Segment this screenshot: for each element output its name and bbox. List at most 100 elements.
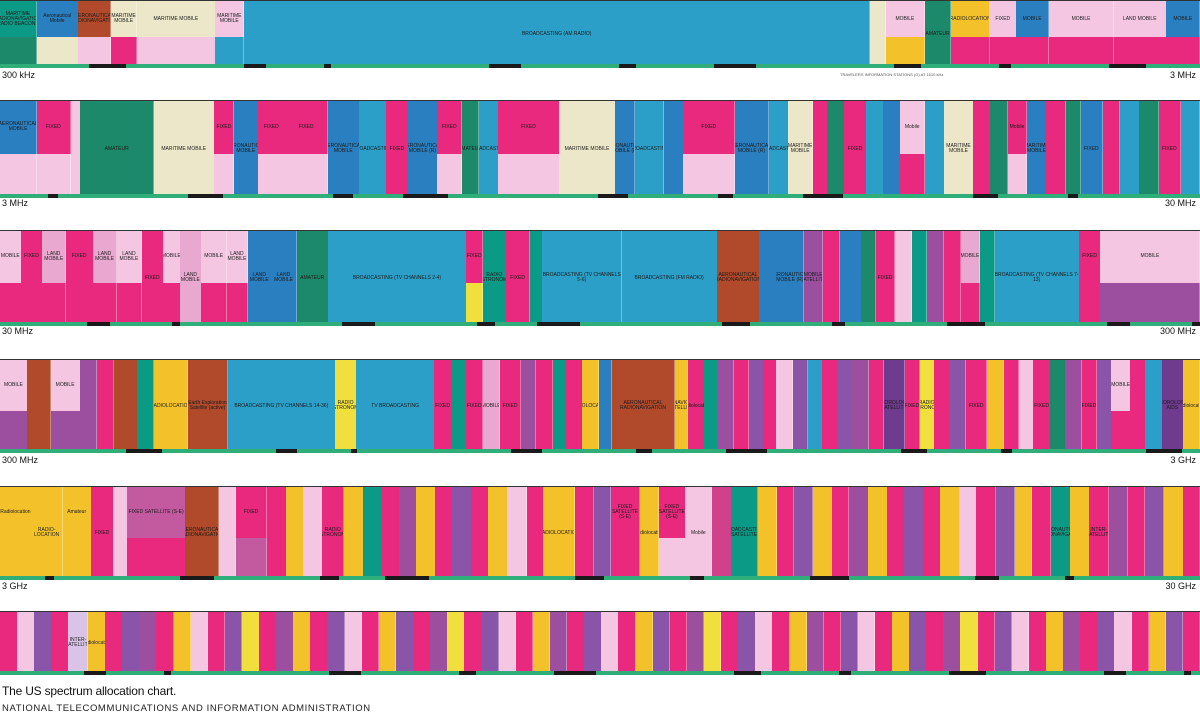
allocation-service-secondary [226, 282, 249, 325]
allocation-service: BROADCASTING [634, 101, 665, 197]
allocation-block: FIXED [386, 101, 409, 197]
row-start-frequency: 3 MHz [2, 198, 29, 208]
strip-tile [1020, 671, 1051, 675]
strip-tile [439, 671, 459, 675]
allocation-block [1065, 101, 1082, 197]
strip-tile [219, 64, 244, 68]
allocation-service [361, 612, 380, 674]
allocation-service [1182, 612, 1200, 674]
allocation-block [435, 487, 453, 579]
allocation-service [861, 231, 877, 325]
strip-tile [1052, 322, 1081, 326]
allocation-block: BROADCASTING [634, 101, 665, 197]
strip-tile [866, 671, 909, 675]
allocation-block [286, 487, 304, 579]
allocation-service: MOBILE [885, 1, 926, 38]
allocation-block: AERONAUTICAL MOBILE [327, 101, 360, 197]
allocation-service [552, 360, 566, 452]
allocation-block: AERONAUTICAL MOBILE [0, 101, 38, 197]
strip-tile [722, 322, 750, 326]
allocation-service: RADIOLOCATION [950, 1, 991, 38]
frequency-ticks [0, 206, 1200, 228]
allocation-service: FIXED [965, 360, 988, 452]
allocation-block: AMATEUR [924, 1, 952, 67]
allocation-service [310, 612, 328, 674]
allocation-block [738, 612, 756, 674]
strip-tile [509, 671, 554, 675]
strip-tile [745, 194, 754, 198]
allocation-service [259, 612, 277, 674]
allocation-block [399, 487, 417, 579]
strip-tile [805, 449, 840, 453]
allocation-service [887, 487, 905, 579]
strip-tile [150, 194, 188, 198]
strip-tile [970, 449, 987, 453]
strip-tile [1182, 449, 1200, 453]
allocation-service [0, 612, 18, 674]
strip-tile [0, 671, 31, 675]
allocation-service [874, 612, 893, 674]
allocation-block [1119, 101, 1140, 197]
allocation-service-secondary [214, 153, 235, 197]
strip-tile [456, 322, 477, 326]
strip-tile [671, 671, 704, 675]
allocation-block [868, 487, 888, 579]
strip-tile [1129, 194, 1170, 198]
allocation-block [190, 612, 209, 674]
allocation-service [565, 360, 583, 452]
allocation-block: LAND MOBILE [226, 231, 249, 325]
strip-tile [619, 64, 636, 68]
allocation-service [717, 360, 735, 452]
allocation-service [720, 612, 739, 674]
strip-tile [191, 64, 219, 68]
allocation-block: FIXED [21, 231, 43, 325]
allocation-block [363, 487, 383, 579]
allocation-service [789, 612, 807, 674]
allocation-service [34, 612, 52, 674]
allocation-service [1046, 612, 1064, 674]
allocation-service [703, 612, 722, 674]
allocation-block [823, 612, 842, 674]
allocation-block: FIXED SATELLITE (S-E) [610, 487, 641, 579]
allocation-service [926, 612, 944, 674]
strip-tile [775, 322, 797, 326]
allocation-block [471, 487, 489, 579]
allocation-block [759, 231, 777, 325]
strip-tile [768, 576, 810, 580]
allocation-service [1063, 612, 1081, 674]
strip-tile [355, 576, 368, 580]
allocation-service [207, 612, 226, 674]
strip-tile [1191, 671, 1200, 675]
strip-tile [628, 194, 655, 198]
allocation-service [943, 612, 961, 674]
allocation-block [812, 487, 833, 579]
allocation-block [382, 487, 400, 579]
allocation-block [618, 612, 636, 674]
strip-tile [816, 322, 832, 326]
allocation-service-secondary [78, 37, 112, 67]
allocation-service-secondary [683, 153, 736, 197]
allocation-service: FIXED [1033, 360, 1051, 452]
allocation-service-secondary [610, 537, 641, 579]
strip-tile [61, 322, 87, 326]
strip-tile [691, 322, 722, 326]
strip-tile [65, 194, 109, 198]
strip-tile [266, 64, 285, 68]
allocation-service [755, 612, 773, 674]
allocation-service [105, 612, 123, 674]
strip-tile [58, 194, 65, 198]
strip-tile [106, 671, 125, 675]
strip-tile [429, 576, 470, 580]
allocation-block [704, 360, 718, 452]
allocation-block [1114, 612, 1133, 674]
allocation-service [776, 360, 794, 452]
allocation-service-secondary [0, 282, 22, 325]
allocation-service: FIXED SATELLITE (S-E) [127, 487, 186, 538]
allocation-service [399, 487, 417, 579]
allocation-block [224, 612, 243, 674]
allocation-service [507, 487, 528, 579]
allocation-block [874, 612, 893, 674]
strip-tile [529, 194, 565, 198]
strip-tile [679, 194, 700, 198]
strip-tile [89, 64, 126, 68]
